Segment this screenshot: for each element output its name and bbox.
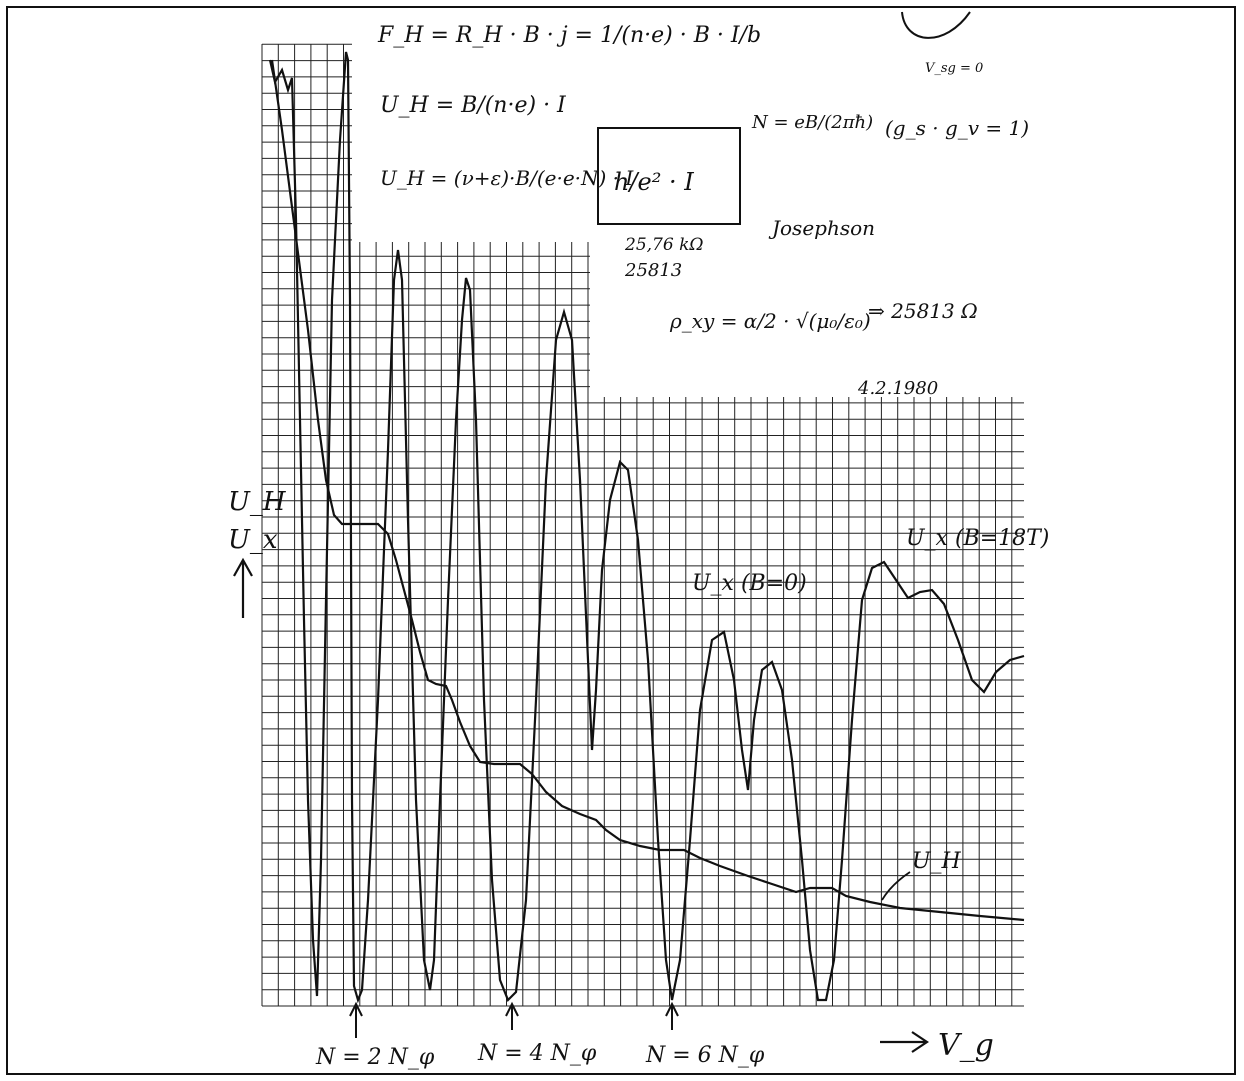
marker-4-label: N = 4 N_φ: [477, 1041, 597, 1066]
marker-4: N = 4 N_φ: [477, 1001, 597, 1066]
alpha-result: ⇒ 25813 Ω: [868, 299, 978, 323]
y-axis-label-uh: U_H: [228, 487, 287, 517]
top-right-note: V_sg = 0: [925, 61, 983, 76]
josephson-note: Josephson: [768, 216, 875, 240]
boxed-formula-frame: [597, 127, 741, 225]
ux-b18-curve: [268, 51, 1025, 1004]
potential-well-sketch: [901, 11, 971, 39]
alpha-formula: ρ_xy = α/2 · √(μ₀/ε₀): [669, 309, 871, 333]
g-relation: (g_s · g_v = 1): [885, 116, 1029, 140]
marker-6-label: N = 6 N_φ: [645, 1043, 765, 1068]
resistance-note-1: 25,76 kΩ: [624, 235, 703, 255]
marker-6: N = 6 N_φ: [645, 1001, 765, 1068]
formula-line-2: U_H = B/(n·e) · I: [380, 93, 567, 118]
marker-4-arrow: [505, 1001, 519, 1030]
y-axis-arrow: [233, 557, 253, 618]
ux-b18-label: U_x (B=18T): [906, 526, 1049, 551]
uh-curve: [270, 59, 1025, 922]
uh-label: U_H: [912, 849, 962, 874]
x-axis-label: V_g: [938, 1028, 994, 1063]
boxed-formula: h/e² · I: [614, 168, 694, 196]
date-label: 4.2.1980: [857, 378, 938, 399]
page-frame: [6, 6, 1236, 1075]
uh-label-pointer: [881, 871, 911, 901]
y-axis-label-ux: U_x: [228, 525, 278, 555]
formula-block: F_H = R_H · B · j = 1/(n·e) · B · I/b U_…: [377, 11, 1029, 399]
marker-2: N = 2 N_φ: [315, 1001, 435, 1070]
ux-b0-label: U_x (B=0): [692, 571, 807, 596]
marker-2-label: N = 2 N_φ: [315, 1045, 435, 1070]
formula-line-3: U_H = (ν+ε)·B/(e·e·N) · I: [380, 166, 634, 190]
n-relation: N = eB/(2πħ): [751, 112, 873, 133]
resistance-note-2: 25813: [624, 260, 682, 281]
formula-line-1: F_H = R_H · B · j = 1/(n·e) · B · I/b: [377, 23, 761, 48]
marker-6-arrow: [665, 1001, 679, 1030]
marker-2-arrow: [349, 1001, 363, 1038]
x-axis-arrow: [880, 1031, 929, 1053]
